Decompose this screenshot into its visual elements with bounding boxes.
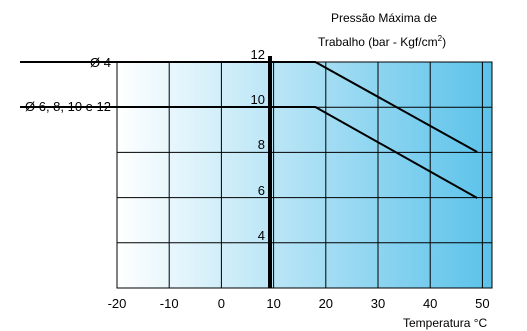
grid-lines — [117, 62, 492, 288]
x-tick-label: 20 — [319, 296, 333, 311]
x-tick-label: 50 — [475, 296, 489, 311]
x-tick-label: 40 — [423, 296, 437, 311]
x-tick-label: 0 — [218, 296, 225, 311]
y-tick-label: 12 — [251, 47, 265, 62]
chart-title-line2: Trabalho (bar - Kgf/cm2) — [318, 34, 446, 49]
plot-background — [116, 61, 493, 289]
series-label-d4: Ø 4 — [90, 55, 111, 70]
chart-title-close: ) — [442, 35, 446, 49]
y-tick-label: 4 — [258, 228, 265, 243]
x-tick-label: -20 — [108, 296, 127, 311]
x-tick-label: 30 — [371, 296, 385, 311]
y-tick-labels: 4 6 8 10 12 — [251, 47, 265, 243]
y-tick-label: 10 — [251, 92, 265, 107]
chart-title-text: Trabalho (bar - Kgf/cm — [318, 35, 438, 49]
y-tick-label: 6 — [258, 183, 265, 198]
chart-title-superscript: 2 — [438, 34, 443, 43]
chart-title-line1: Pressão Máxima de — [331, 11, 437, 25]
x-axis-label: Temperatura °C — [403, 316, 487, 330]
x-tick-label: 10 — [266, 296, 280, 311]
x-tick-labels: -20-100102030405060 — [108, 296, 490, 311]
series-line-1 — [20, 106, 478, 199]
series-label-d6-12: Ø 6, 8, 10 e 12 — [25, 99, 111, 114]
series-lines — [20, 61, 478, 199]
x-tick-label: -10 — [160, 296, 179, 311]
series-line-0 — [20, 61, 478, 153]
y-tick-label: 8 — [258, 137, 265, 152]
